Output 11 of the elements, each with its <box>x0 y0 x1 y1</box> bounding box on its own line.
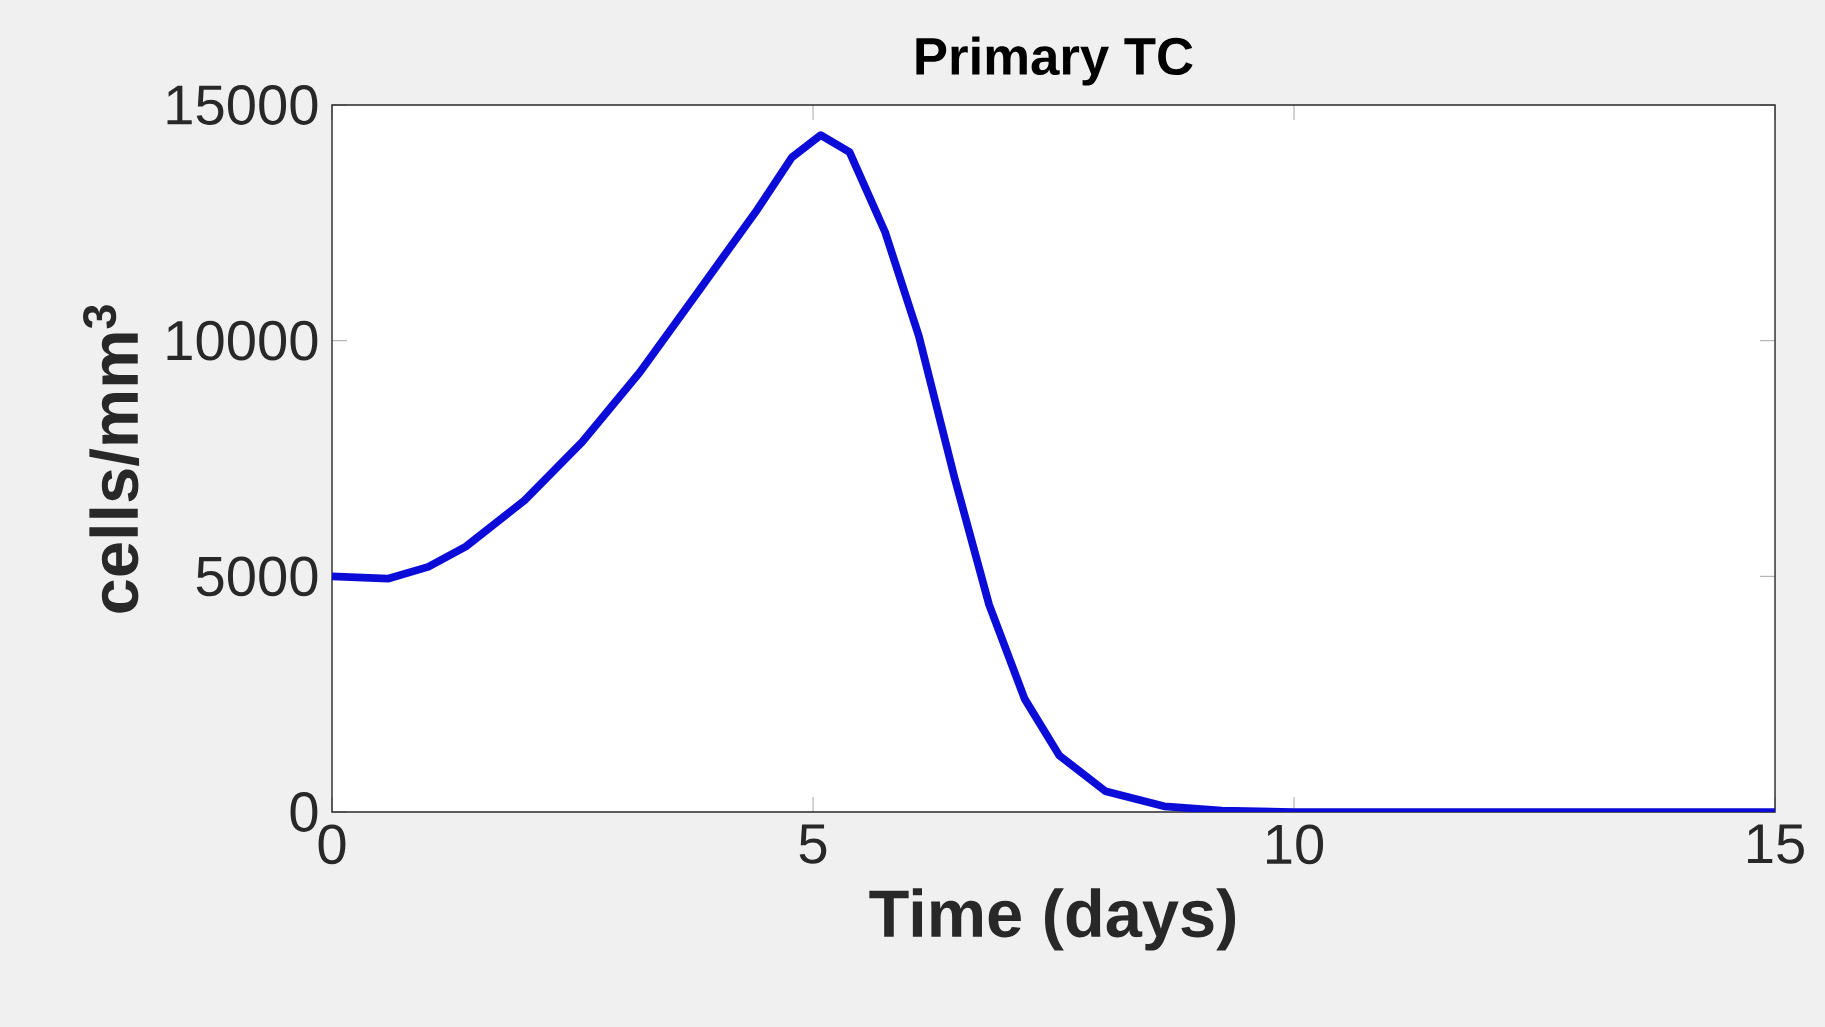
x-tick-label: 0 <box>318 824 346 865</box>
x-tick-label: 5 <box>799 824 827 864</box>
y-tick-label: 10000 <box>167 320 318 361</box>
x-tick-label: 15 <box>1748 824 1804 864</box>
y-tick-label: 0 <box>290 792 318 832</box>
text: cells/mm$^{3}$ <box>83 305 140 613</box>
x-axis-title: Time (days) <box>869 888 1236 951</box>
chart-title: Primary TC <box>916 36 1193 86</box>
x-tick-label: 10 <box>1267 824 1324 865</box>
y-tick-label: 5000 <box>196 556 318 597</box>
y-tick-label: 15000 <box>167 85 318 125</box>
